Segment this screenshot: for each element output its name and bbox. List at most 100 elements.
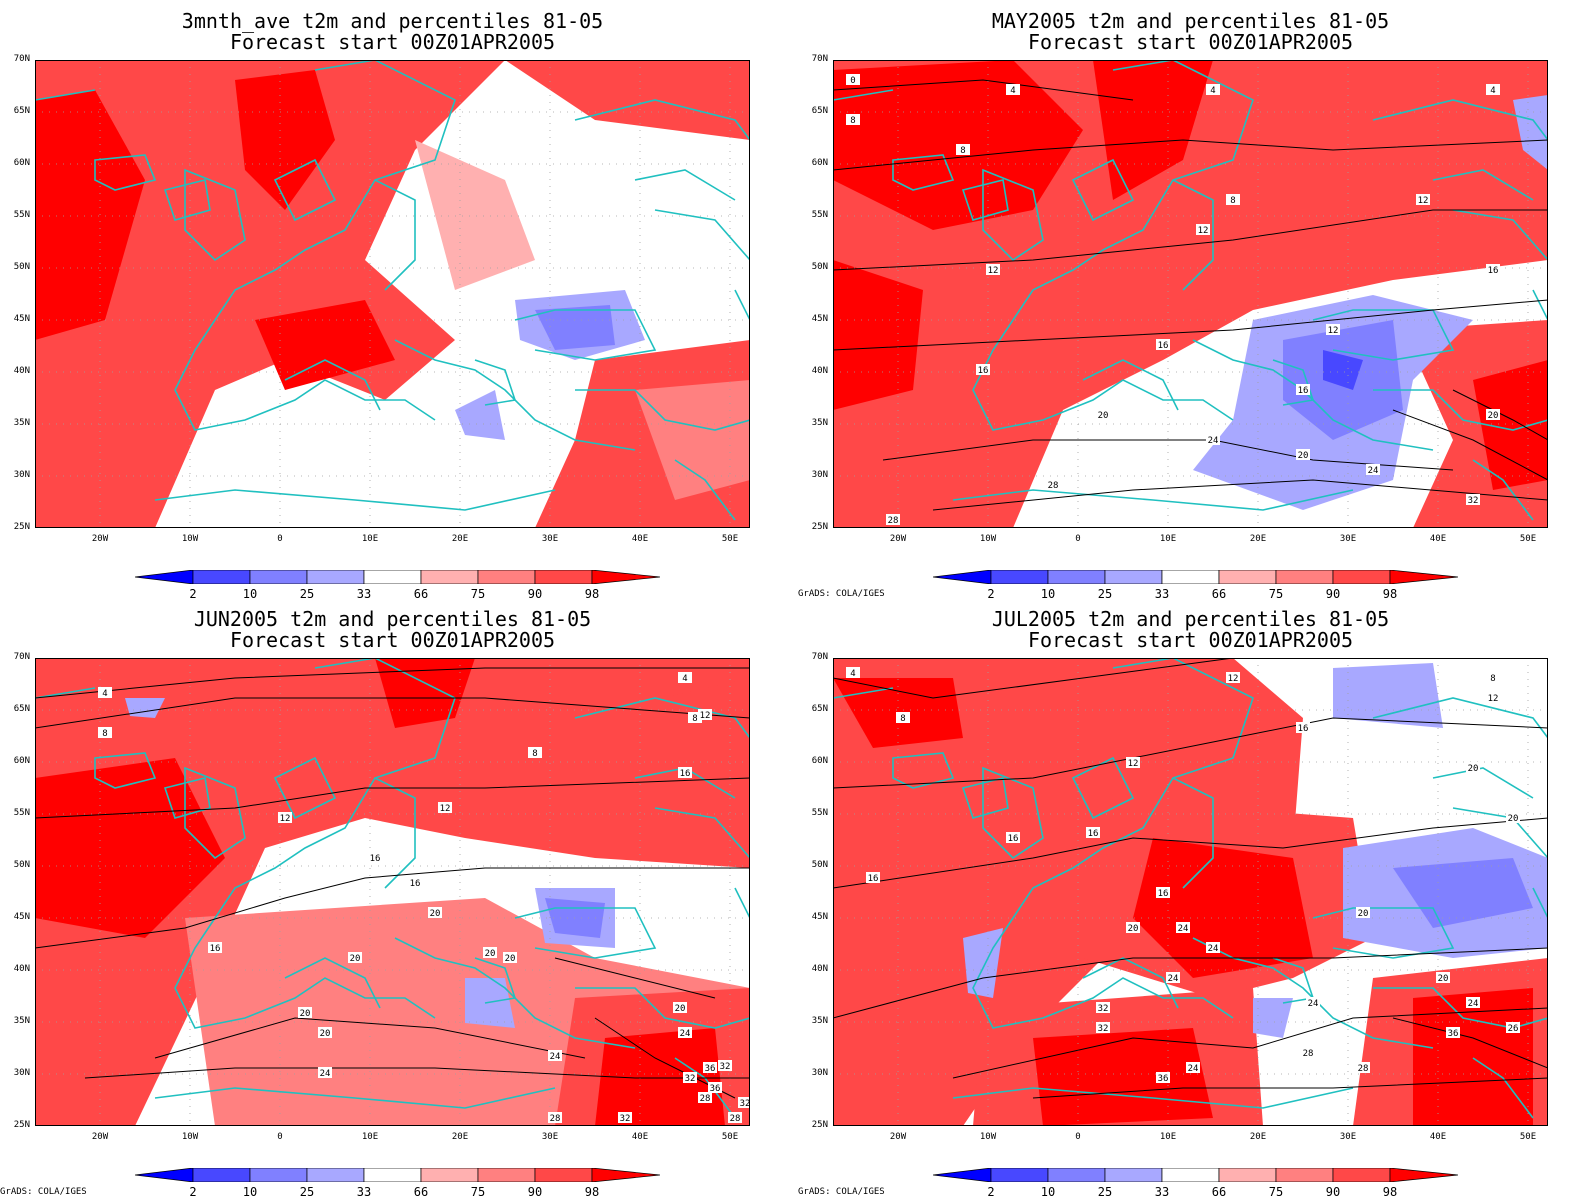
svg-text:20: 20 — [430, 909, 441, 919]
contour-label: 26 — [1506, 1022, 1520, 1034]
percentile-region — [1413, 988, 1533, 1126]
svg-text:24: 24 — [1208, 944, 1219, 954]
percentile-region — [1393, 858, 1533, 928]
longitude-label: 10E — [361, 534, 379, 544]
colorbar-label: 66 — [1211, 1185, 1227, 1199]
longitude-label: 10E — [1159, 534, 1177, 544]
contour-label: 12 — [1196, 224, 1210, 236]
temperature-contour — [833, 717, 1548, 789]
longitude-label: 20W — [889, 1132, 907, 1142]
latitude-label: 40N — [13, 366, 30, 376]
contour-label: 16 — [1156, 339, 1170, 351]
contour-label: 16 — [1486, 264, 1500, 276]
contour-label: 12 — [438, 802, 452, 814]
coastline — [982, 766, 1044, 860]
coastline — [214, 658, 456, 919]
svg-text:24: 24 — [680, 1029, 691, 1039]
latitude-label: 65N — [811, 704, 828, 714]
coastline — [35, 687, 96, 699]
percentile-region — [1093, 60, 1213, 200]
coastline — [1071, 158, 1135, 222]
colorbar-segment — [306, 570, 365, 584]
temperature-contour — [1392, 1017, 1548, 1069]
colorbar-label: 10 — [1040, 1185, 1056, 1199]
colorbar-segment — [1332, 1168, 1391, 1182]
svg-text:32: 32 — [685, 1074, 696, 1084]
colorbar-label: 10 — [242, 587, 258, 601]
contour-label: 36 — [1156, 1072, 1170, 1084]
contour-label: 28 — [728, 1112, 742, 1124]
contour-label: 24 — [1306, 997, 1320, 1009]
svg-text:8: 8 — [1490, 674, 1495, 684]
contour-label: 12 — [1226, 672, 1240, 684]
coastline — [674, 459, 736, 521]
coastline — [654, 807, 750, 859]
contour-label: 20 — [1506, 812, 1520, 824]
colorbar-label: 98 — [584, 587, 600, 601]
svg-text:12: 12 — [1418, 196, 1429, 206]
contour-label: 16 — [408, 877, 422, 889]
contour-label: 20 — [1436, 972, 1450, 984]
colorbar-arrow-left — [135, 1168, 194, 1182]
map-plot-area: 0 4 4 4 8 8 8 12 12 12 12 16 16 16 16 20 20 20 24 24 28 28 32 — [833, 60, 1548, 528]
longitude-label: 10W — [979, 1132, 997, 1142]
svg-text:20: 20 — [350, 954, 361, 964]
colorbar-label: 75 — [470, 587, 486, 601]
latitude-label: 45N — [13, 314, 30, 324]
percentile-region — [535, 305, 615, 350]
coastline — [1372, 99, 1548, 141]
latitude-label: 35N — [811, 418, 828, 428]
contour-label: 28 — [1301, 1047, 1315, 1059]
colorbar-segment — [1047, 1168, 1106, 1182]
svg-text:28: 28 — [550, 1114, 561, 1124]
contour-label: 12 — [1416, 194, 1430, 206]
coastline — [394, 339, 636, 451]
svg-text:4: 4 — [1210, 86, 1215, 96]
longitude-label: 30E — [541, 534, 559, 544]
contour-label: 32 — [1096, 1002, 1110, 1014]
colorbar-label: 33 — [356, 587, 372, 601]
colorbar-segment — [420, 570, 479, 584]
contour-label: 4 — [1486, 84, 1500, 96]
longitude-label: 30E — [541, 1132, 559, 1142]
temperature-contour — [1392, 409, 1548, 481]
svg-text:24: 24 — [1308, 999, 1319, 1009]
colorbar-label: 10 — [242, 1185, 258, 1199]
temperature-contour — [833, 299, 1548, 351]
panel-subtitle: Forecast start 00Z01APR2005 — [229, 30, 556, 54]
longitude-label: 20W — [889, 534, 907, 544]
percentile-region — [455, 390, 505, 440]
colorbar-label: 66 — [413, 1185, 429, 1199]
coastline — [654, 209, 750, 261]
contour-label: 32 — [1096, 1022, 1110, 1034]
coastline — [273, 158, 337, 222]
latitude-label: 30N — [811, 470, 828, 480]
colorbar-arrow-left — [135, 570, 194, 584]
svg-text:20: 20 — [1508, 814, 1519, 824]
temperature-contour — [833, 817, 1548, 889]
panel-subtitle: Forecast start 00Z01APR2005 — [1027, 30, 1354, 54]
svg-text:28: 28 — [888, 516, 899, 526]
svg-text:16: 16 — [1298, 724, 1309, 734]
coastline — [1472, 1057, 1534, 1119]
percentile-region — [1323, 350, 1363, 390]
colorbar-segment — [1218, 1168, 1277, 1182]
svg-text:36: 36 — [1158, 1074, 1169, 1084]
longitude-label: 40E — [1429, 1132, 1447, 1142]
temperature-contour — [554, 957, 716, 999]
longitude-label: 20E — [451, 1132, 469, 1142]
contour-label: 20 — [1356, 907, 1370, 919]
contour-label: 4 — [1006, 84, 1020, 96]
svg-text:12: 12 — [988, 266, 999, 276]
svg-text:4: 4 — [682, 674, 687, 684]
svg-text:12: 12 — [280, 814, 291, 824]
temperature-contour — [833, 209, 1548, 271]
svg-text:32: 32 — [1098, 1024, 1109, 1034]
latitude-label: 60N — [13, 158, 30, 168]
longitude-label: 0 — [1075, 1132, 1081, 1142]
colorbar-segment — [990, 570, 1049, 584]
colorbar — [135, 570, 660, 600]
svg-text:28: 28 — [730, 1114, 741, 1124]
latitude-label: 30N — [13, 1068, 30, 1078]
svg-text:24: 24 — [1178, 924, 1189, 934]
